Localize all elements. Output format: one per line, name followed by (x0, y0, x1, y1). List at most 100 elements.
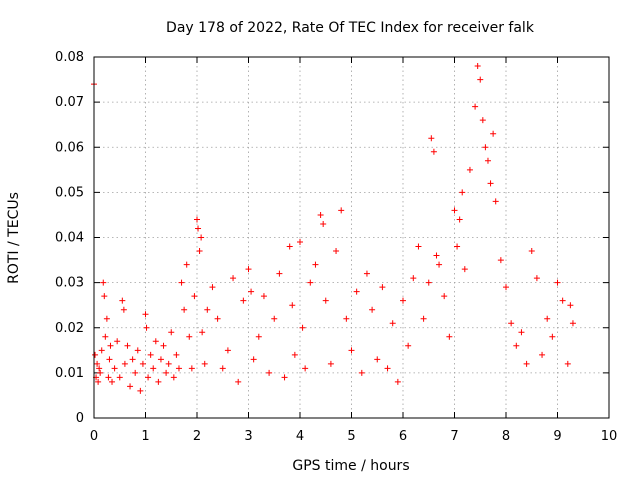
data-point (430, 148, 437, 155)
data-point (320, 220, 327, 227)
data-point (482, 144, 489, 151)
data-point (137, 387, 144, 394)
data-point (472, 103, 479, 110)
x-tick-label: 0 (90, 429, 98, 444)
data-point (497, 257, 504, 264)
x-tick-label: 6 (399, 429, 407, 444)
data-point (474, 63, 481, 70)
data-point (513, 342, 520, 349)
y-tick-label: 0.08 (55, 50, 84, 65)
data-point (103, 315, 110, 322)
data-point (415, 243, 422, 250)
x-tick-labels: 0 1 2 3 4 5 6 7 8 9 10 (90, 429, 617, 444)
data-point (235, 378, 242, 385)
data-point (299, 324, 306, 331)
data-point (191, 293, 198, 300)
data-point (353, 288, 360, 295)
data-point (196, 248, 203, 255)
data-point (307, 279, 314, 286)
data-point (564, 360, 571, 367)
data-point (168, 329, 175, 336)
data-point (116, 374, 123, 381)
data-point (198, 234, 205, 241)
data-point (230, 275, 237, 282)
y-tick-label: 0 (76, 411, 84, 426)
data-point (302, 365, 309, 372)
data-point (147, 351, 154, 358)
data-point (209, 284, 216, 291)
data-point (410, 275, 417, 282)
data-point (105, 374, 112, 381)
data-point (214, 315, 221, 322)
data-point (97, 369, 104, 376)
data-point (348, 347, 355, 354)
data-point (139, 360, 146, 367)
data-point (446, 333, 453, 340)
data-point (96, 365, 103, 372)
data-point (101, 293, 108, 300)
data-point (312, 261, 319, 268)
data-point (363, 270, 370, 277)
data-point (224, 347, 231, 354)
x-axis-label: GPS time / hours (292, 458, 409, 474)
data-point (173, 351, 180, 358)
data-point (554, 279, 561, 286)
data-point (379, 284, 386, 291)
data-point (114, 338, 121, 345)
data-point (170, 374, 177, 381)
data-point (567, 302, 574, 309)
x-tick-label: 9 (553, 429, 561, 444)
data-point (281, 374, 288, 381)
data-point (559, 297, 566, 304)
data-point (163, 369, 170, 376)
data-point (549, 333, 556, 340)
data-point (155, 378, 162, 385)
data-point (374, 356, 381, 363)
data-point (107, 342, 114, 349)
data-point (466, 166, 473, 173)
data-point (132, 369, 139, 376)
x-tick-label: 10 (601, 429, 618, 444)
x-tick-label: 2 (193, 429, 201, 444)
data-point (508, 320, 515, 327)
x-tick-label: 7 (450, 429, 458, 444)
data-point (369, 306, 376, 313)
data-point (181, 306, 188, 313)
data-point (389, 320, 396, 327)
data-point (477, 76, 484, 83)
data-point (119, 297, 126, 304)
data-point (384, 365, 391, 372)
data-point (343, 315, 350, 322)
data-point (183, 261, 190, 268)
data-point (533, 275, 540, 282)
data-point (194, 216, 200, 223)
data-point (327, 360, 334, 367)
data-point (436, 261, 443, 268)
data-point (276, 270, 283, 277)
data-point (569, 320, 576, 327)
data-point (109, 378, 116, 385)
data-point (245, 266, 252, 273)
data-point (150, 365, 157, 372)
y-tick-label: 0.03 (55, 276, 84, 291)
data-point (459, 189, 466, 196)
data-point (95, 378, 102, 385)
data-point (394, 378, 401, 385)
x-tick-label: 1 (141, 429, 149, 444)
data-point (186, 333, 193, 340)
y-axis-label: ROTI / TECUs (6, 192, 22, 284)
data-point (425, 279, 432, 286)
data-point (98, 347, 105, 354)
x-tick-label: 4 (296, 429, 304, 444)
y-tick-label: 0.04 (55, 231, 84, 246)
data-point (240, 297, 247, 304)
data-point (201, 360, 208, 367)
data-point (188, 365, 195, 372)
data-point (291, 351, 298, 358)
data-point (199, 329, 206, 336)
data-point (266, 369, 273, 376)
data-point (121, 360, 128, 367)
y-tick-labels: 0 0.01 0.02 0.03 0.04 0.05 0.06 0.07 0.08 (55, 50, 84, 426)
x-tick-label: 5 (347, 429, 355, 444)
